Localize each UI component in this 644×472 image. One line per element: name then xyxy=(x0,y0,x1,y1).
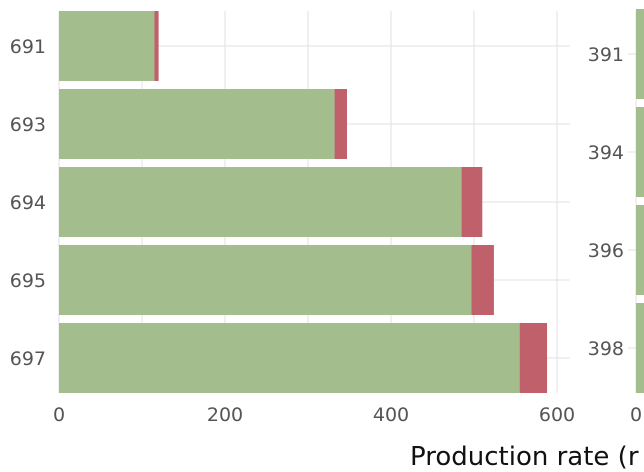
right-bar xyxy=(636,9,644,99)
bar-segment-697-2 xyxy=(519,323,548,393)
right-bar xyxy=(636,107,644,197)
bar-segment-691-2 xyxy=(154,11,159,81)
bar-segment-697-1 xyxy=(59,323,520,393)
y-tick-label: 695 xyxy=(10,270,46,292)
bar-segment-695-1 xyxy=(59,245,472,315)
bar-segment-694-2 xyxy=(461,167,483,237)
y-tick-label: 691 xyxy=(10,36,46,58)
right-y-tick-label: 394 xyxy=(588,142,624,164)
x-tick-label: 600 xyxy=(539,404,575,426)
x-tick-label: 0 xyxy=(53,404,65,426)
y-tick-label: 697 xyxy=(10,348,46,370)
x-tick-label: 200 xyxy=(207,404,243,426)
right-bar xyxy=(636,303,644,393)
x-tick-label: 400 xyxy=(373,404,409,426)
bar-segment-695-2 xyxy=(471,245,494,315)
right-x-tick-label: 0 xyxy=(630,404,642,426)
bar-segment-691-1 xyxy=(59,11,155,81)
right-y-tick-label: 398 xyxy=(588,338,624,360)
bar-segment-693-2 xyxy=(334,89,348,159)
right-y-tick-label: 391 xyxy=(588,44,624,66)
y-tick-label: 693 xyxy=(10,114,46,136)
x-axis-title: Production rate (r xyxy=(410,442,639,472)
y-tick-label: 694 xyxy=(10,192,46,214)
bar-segment-694-1 xyxy=(59,167,462,237)
bar-segment-693-1 xyxy=(59,89,335,159)
right-bar xyxy=(636,205,644,295)
right-y-tick-label: 396 xyxy=(588,240,624,262)
